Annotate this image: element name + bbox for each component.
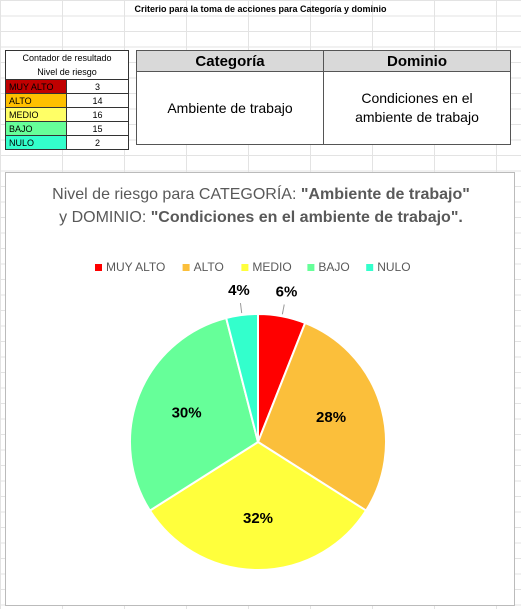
count-cell: 15 <box>66 121 129 136</box>
counter-row: ALTO 14 <box>5 93 129 108</box>
title-part: y DOMINIO: <box>59 209 151 226</box>
pie-slice <box>256 321 387 512</box>
data-label: 30% <box>172 405 202 422</box>
counter-row: BAJO 15 <box>5 121 129 136</box>
legend-swatch <box>95 264 102 271</box>
cell: Ambiente de trabajo <box>136 71 324 145</box>
counter-row: MEDIO 16 <box>5 107 129 122</box>
counter-row: MUY ALTO 3 <box>5 79 129 94</box>
count-cell: 14 <box>66 93 129 108</box>
counter-title-line: Nivel de riesgo <box>37 67 97 77</box>
counter-row: NULO 2 <box>5 135 129 150</box>
data-label: 32% <box>243 510 273 527</box>
level-cell: MUY ALTO <box>5 79 67 94</box>
title-part: "Condiciones en el ambiente de trabajo". <box>150 209 463 226</box>
data-label: 28% <box>316 409 346 426</box>
level-cell: BAJO <box>5 121 67 136</box>
title-part: Nivel de riesgo para CATEGORÍA: <box>52 186 301 203</box>
legend-swatch <box>366 264 374 271</box>
pie-slice <box>148 440 368 571</box>
sheet-title: Criterio para la toma de acciones para C… <box>134 4 387 14</box>
legend-label: MUY ALTO <box>106 260 165 274</box>
column-header: Categoría <box>136 50 324 72</box>
count-cell: 16 <box>66 107 129 122</box>
leader-line <box>239 303 243 314</box>
pie-slice <box>224 312 259 443</box>
data-label: 6% <box>276 284 298 301</box>
pie-slice <box>129 316 260 512</box>
level-cell: ALTO <box>5 93 67 108</box>
legend-label: MEDIO <box>252 260 291 274</box>
criteria-table: Categoría Dominio Ambiente de trabajo Cond… <box>136 50 511 145</box>
legend-swatch <box>307 264 315 271</box>
title-part: "Ambiente de trabajo" <box>300 186 470 203</box>
data-label: 4% <box>228 282 250 299</box>
count-cell: 2 <box>66 135 129 150</box>
counter-table: Contador de resultado Nivel de riesgo MUY… <box>5 50 129 150</box>
pie-chart: MUY ALTO ALTO MEDIO BAJO NULO 6% 28% 32% 30% 4% <box>95 260 411 571</box>
leader-line <box>281 304 285 315</box>
cell: Condiciones en el ambiente de trabajo <box>323 71 511 145</box>
chart: Nivel de riesgo para CATEGORÍA: "Ambient… <box>5 172 515 606</box>
count-cell: 3 <box>66 79 129 94</box>
counter-title-line: Contador de resultado <box>22 53 112 63</box>
chart-title: Nivel de riesgo para CATEGORÍA: "Ambient… <box>46 183 476 229</box>
legend-swatch <box>241 264 249 271</box>
legend-swatch <box>182 264 190 271</box>
counter-title: Contador de resultado Nivel de riesgo <box>5 50 129 80</box>
column-header: Dominio <box>323 50 511 72</box>
legend-label: NULO <box>377 260 410 274</box>
level-cell: MEDIO <box>5 107 67 122</box>
legend-label: BAJO <box>318 260 349 274</box>
level-cell: NULO <box>5 135 67 150</box>
legend-label: ALTO <box>194 260 224 274</box>
